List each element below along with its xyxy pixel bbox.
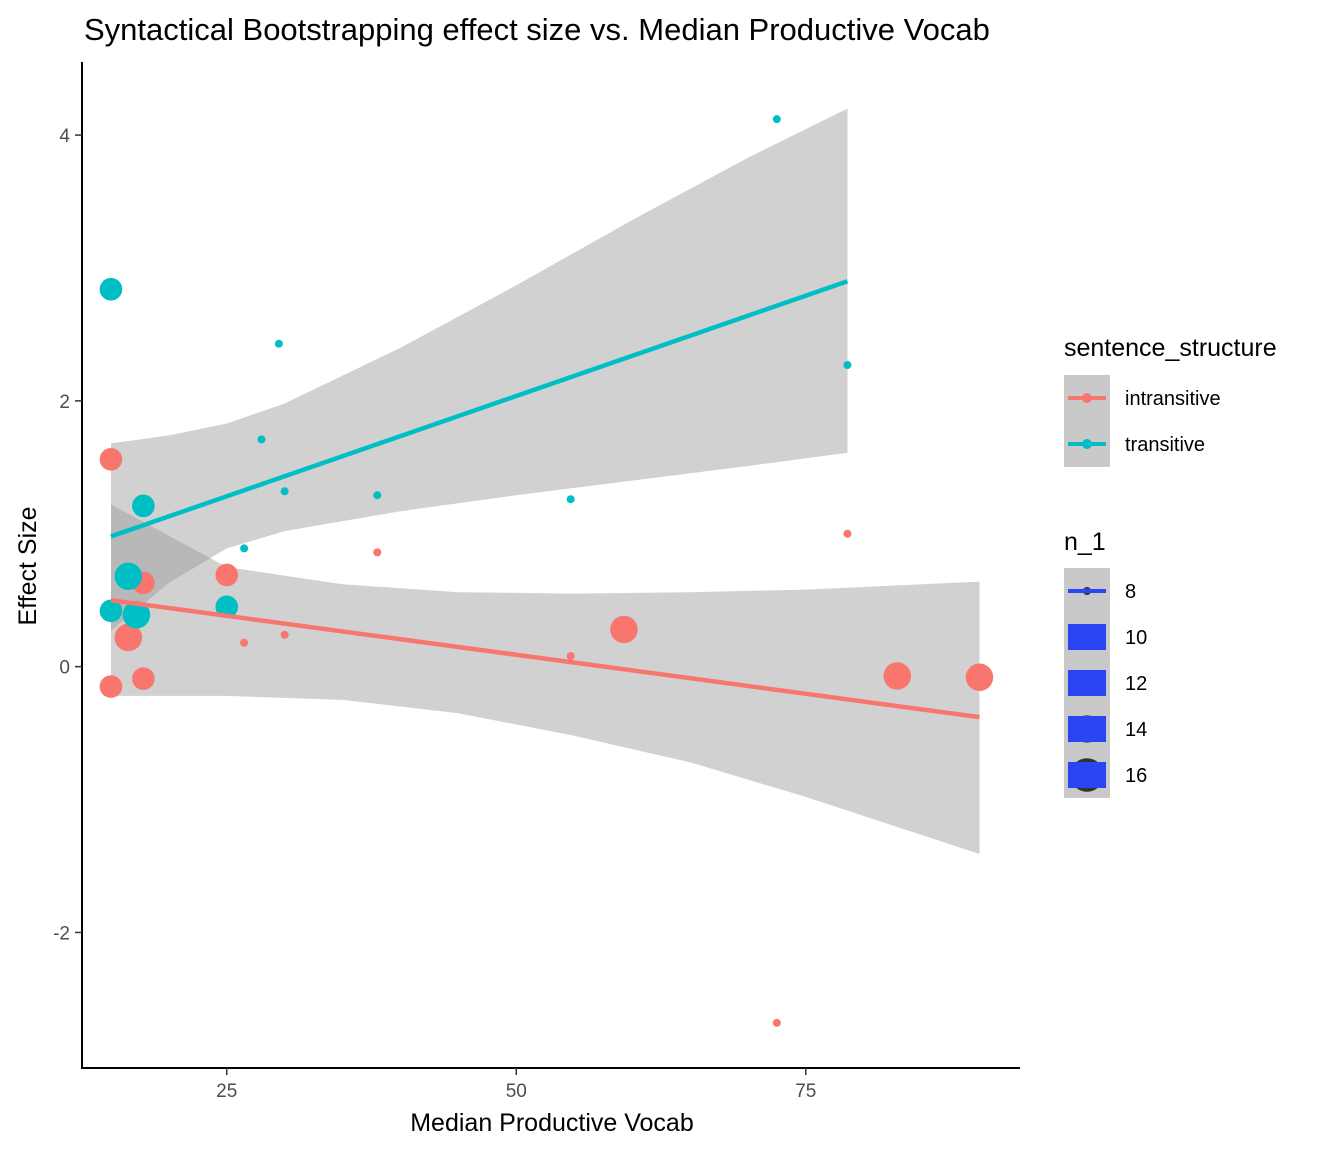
x-tick-label-0: 25 (216, 1081, 237, 1102)
legend: sentence_structure intransitive transitiv… (1064, 334, 1277, 798)
legend-size-title: n_1 (1064, 528, 1106, 556)
legend-size-label-16: 16 (1125, 765, 1147, 787)
point-transitive-7 (257, 435, 266, 444)
point-transitive-8 (274, 339, 283, 348)
point-transitive-0 (99, 277, 123, 301)
point-transitive-13 (843, 360, 852, 369)
point-intransitive-11 (772, 1018, 781, 1027)
point-intransitive-14 (965, 663, 994, 692)
fit-line-transitive (110, 279, 849, 539)
legend-key-dot-intransitive (1082, 393, 1092, 403)
ribbons (111, 108, 980, 854)
point-transitive-9 (280, 487, 289, 496)
y-ticks: -2 0 2 4 (53, 126, 82, 944)
point-transitive-3 (122, 601, 151, 629)
fit-lines (110, 279, 980, 720)
fit-line-intransitive (110, 597, 980, 720)
legend-color-title: sentence_structure (1064, 334, 1277, 362)
point-intransitive-13 (883, 662, 912, 690)
legend-size-label-14: 14 (1125, 719, 1147, 741)
legend-size-rect-10 (1068, 624, 1106, 650)
legend-color-keys: intransitive transitive (1064, 375, 1221, 467)
point-intransitive-3 (99, 675, 123, 698)
legend-size-rect-12 (1068, 670, 1106, 696)
point-transitive-2 (114, 562, 143, 591)
legend-size-label-8: 8 (1125, 581, 1136, 603)
point-intransitive-9 (566, 652, 575, 661)
point-intransitive-4 (132, 667, 155, 690)
y-axis-title: Effect Size (14, 506, 42, 625)
y-tick-label-1: 0 (59, 658, 70, 679)
x-axis-title: Median Productive Vocab (410, 1109, 694, 1137)
point-intransitive-5 (215, 563, 239, 587)
point-transitive-1 (132, 494, 155, 518)
y-tick-label-2: 2 (59, 392, 70, 413)
point-intransitive-6 (240, 638, 249, 647)
ribbon-transitive (111, 108, 848, 631)
y-tick-label-3: 4 (59, 126, 70, 147)
legend-size-label-10: 10 (1125, 627, 1147, 649)
point-transitive-10 (373, 491, 382, 500)
axes: 25 50 75 -2 0 2 4 (53, 62, 1020, 1102)
plot-area (99, 108, 994, 1027)
point-intransitive-0 (99, 448, 123, 471)
x-ticks: 25 50 75 (216, 1068, 816, 1102)
point-transitive-12 (772, 115, 781, 124)
legend-label-transitive: transitive (1125, 434, 1205, 456)
chart-title: Syntactical Bootstrapping effect size vs… (84, 12, 990, 47)
point-intransitive-12 (843, 529, 852, 538)
point-transitive-6 (240, 544, 249, 553)
point-intransitive-7 (280, 630, 289, 639)
legend-size-keys: 8 10 12 14 16 (1064, 568, 1147, 798)
legend-key-dot-transitive (1082, 439, 1092, 449)
points (99, 115, 994, 1027)
point-transitive-5 (215, 595, 239, 619)
point-intransitive-2 (114, 623, 143, 652)
point-intransitive-10 (610, 615, 638, 644)
ribbon-intransitive (111, 504, 980, 854)
legend-label-intransitive: intransitive (1125, 388, 1221, 410)
y-tick-label-0: -2 (53, 923, 70, 944)
x-tick-label-2: 75 (795, 1081, 816, 1102)
legend-size-rect-16 (1068, 762, 1106, 788)
point-intransitive-8 (373, 548, 382, 557)
point-transitive-11 (566, 495, 575, 504)
x-tick-label-1: 50 (506, 1081, 527, 1102)
legend-size-label-12: 12 (1125, 673, 1147, 695)
point-transitive-4 (99, 599, 123, 623)
legend-size-rect-14 (1068, 716, 1106, 742)
